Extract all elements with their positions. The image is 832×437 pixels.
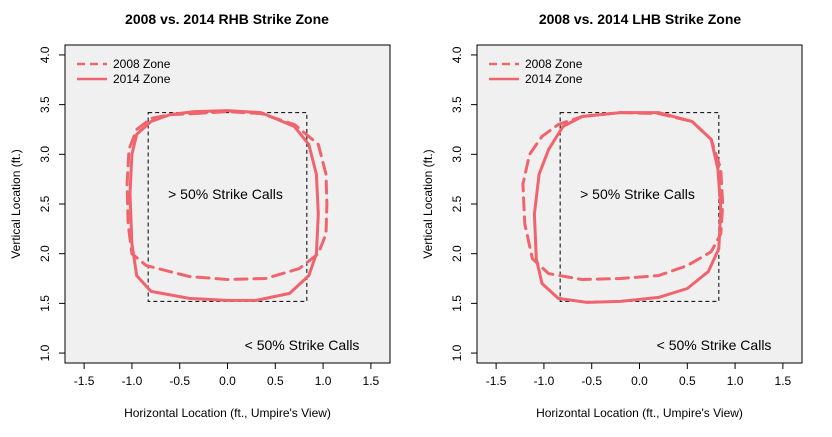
annotation-outside: < 50% Strike Calls bbox=[657, 337, 772, 353]
y-tick-label: 2.0 bbox=[38, 245, 52, 262]
series-line-2014 bbox=[532, 111, 723, 304]
annotation-inside: > 50% Strike Calls bbox=[580, 186, 695, 202]
y-tick-label: 4.0 bbox=[38, 46, 52, 63]
x-tick-label: 0.5 bbox=[267, 374, 284, 388]
legend-label-1: 2008 Zone bbox=[525, 57, 583, 71]
legend-label-1: 2008 Zone bbox=[113, 57, 171, 71]
x-tick-label: -0.5 bbox=[169, 374, 190, 388]
x-tick-label: -1.0 bbox=[534, 374, 555, 388]
annotation-outside: < 50% Strike Calls bbox=[245, 337, 360, 353]
chart-panel-1: 2008 vs. 2014 RHB Strike Zone -1.5 -1.0 -0.… bbox=[9, 11, 391, 420]
x-axis-label: Horizontal Location (ft., Umpire's View) bbox=[124, 406, 331, 420]
y-axis-label: Vertical Location (ft.) bbox=[421, 149, 435, 258]
chart-title: 2008 vs. 2014 RHB Strike Zone bbox=[125, 11, 329, 27]
y-tick-label: 3.5 bbox=[38, 96, 52, 113]
chart-panel-2: 2008 vs. 2014 LHB Strike Zone -1.5 -1.0 -0.… bbox=[421, 11, 803, 420]
rule-book-zone bbox=[147, 112, 308, 302]
legend-label-2: 2014 Zone bbox=[113, 72, 171, 86]
y-tick-label: 1.5 bbox=[38, 295, 52, 312]
y-tick-label: 2.0 bbox=[450, 245, 464, 262]
y-tick-label: 3.0 bbox=[450, 146, 464, 163]
x-tick-label: 1.0 bbox=[727, 374, 744, 388]
x-tick-label: 1.0 bbox=[315, 374, 332, 388]
x-tick-label: -1.5 bbox=[74, 374, 95, 388]
x-tick-label: -1.0 bbox=[122, 374, 143, 388]
y-tick-label: 3.5 bbox=[450, 96, 464, 113]
series-line-2014 bbox=[128, 109, 320, 302]
y-tick-label: 2.5 bbox=[38, 195, 52, 212]
x-axis-label: Horizontal Location (ft., Umpire's View) bbox=[536, 406, 743, 420]
y-tick-label: 2.5 bbox=[450, 195, 464, 212]
x-tick-label: 1.5 bbox=[775, 374, 792, 388]
plot-border bbox=[64, 44, 391, 364]
y-axis-label: Vertical Location (ft.) bbox=[9, 149, 23, 258]
y-tick-label: 4.0 bbox=[450, 46, 464, 63]
y-tick-label: 3.0 bbox=[38, 146, 52, 163]
x-tick-label: -1.5 bbox=[486, 374, 507, 388]
legend-label-2: 2014 Zone bbox=[525, 72, 583, 86]
plot-border bbox=[476, 44, 803, 364]
y-tick-label: 1.0 bbox=[38, 344, 52, 361]
x-tick-label: -0.5 bbox=[581, 374, 602, 388]
x-tick-label: 0.5 bbox=[679, 374, 696, 388]
y-tick-label: 1.0 bbox=[450, 344, 464, 361]
chart-title: 2008 vs. 2014 LHB Strike Zone bbox=[539, 11, 742, 27]
plot-background bbox=[477, 45, 802, 363]
annotation-inside: > 50% Strike Calls bbox=[168, 186, 283, 202]
series-line-2008 bbox=[125, 110, 329, 281]
x-tick-label: 0.0 bbox=[631, 374, 648, 388]
y-tick-label: 1.5 bbox=[450, 295, 464, 312]
x-tick-label: 1.5 bbox=[363, 374, 380, 388]
plot-background bbox=[65, 45, 390, 363]
x-tick-label: 0.0 bbox=[219, 374, 236, 388]
